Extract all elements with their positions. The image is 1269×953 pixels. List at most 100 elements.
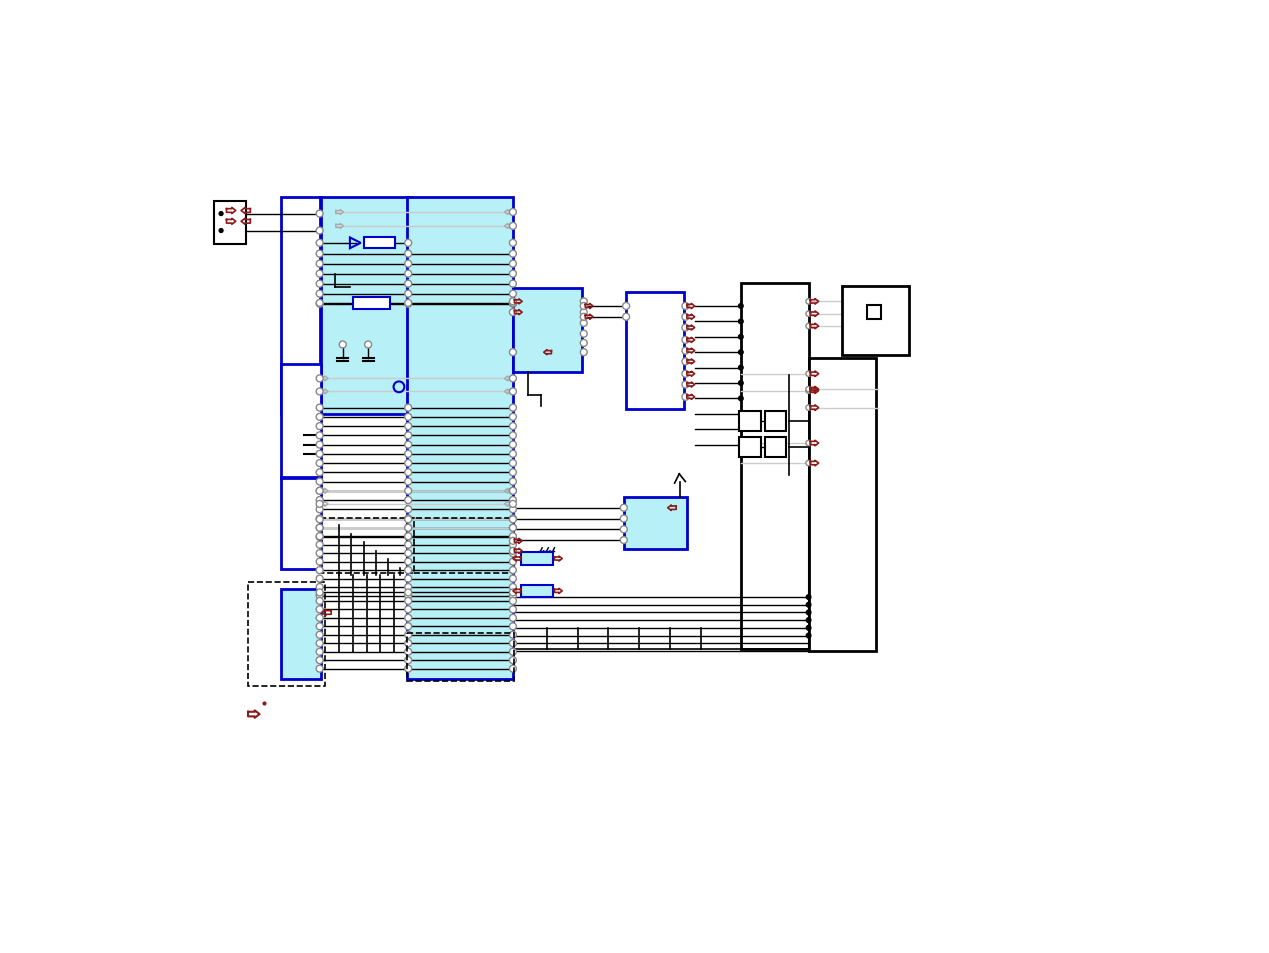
Circle shape [580,331,588,337]
Bar [740,412,761,432]
Circle shape [316,271,324,278]
Circle shape [405,301,411,308]
Circle shape [316,451,324,457]
Circle shape [621,516,627,522]
Circle shape [509,441,516,449]
Bar [247,582,325,686]
Circle shape [681,325,689,332]
Bar [406,518,514,574]
Circle shape [509,405,516,412]
Circle shape [316,640,324,647]
Circle shape [316,623,324,630]
Circle shape [405,291,411,298]
Circle shape [405,541,411,549]
Circle shape [316,414,324,421]
Circle shape [509,533,516,540]
Circle shape [316,598,324,605]
Circle shape [405,598,411,605]
Circle shape [509,300,516,307]
Circle shape [621,505,627,512]
Circle shape [316,632,324,639]
Circle shape [316,478,324,485]
Circle shape [509,301,516,308]
Circle shape [316,615,324,621]
Circle shape [405,441,411,449]
Circle shape [316,488,324,495]
Circle shape [405,623,411,630]
Circle shape [405,451,411,457]
Circle shape [806,372,811,377]
Circle shape [509,593,516,599]
Circle shape [509,414,516,421]
Circle shape [509,271,516,278]
Circle shape [739,428,744,432]
Circle shape [405,300,411,307]
Circle shape [405,533,411,540]
Circle shape [509,632,516,639]
Circle shape [806,634,811,639]
Circle shape [509,251,516,258]
Circle shape [405,506,411,513]
Circle shape [509,665,516,673]
Circle shape [405,550,411,558]
Circle shape [316,497,324,504]
Circle shape [509,558,516,565]
Circle shape [405,478,411,485]
Circle shape [509,451,516,457]
Circle shape [509,516,516,522]
Circle shape [316,506,324,513]
Circle shape [509,606,516,613]
Circle shape [806,312,811,317]
Circle shape [509,649,516,656]
Circle shape [806,387,811,393]
Circle shape [316,300,324,307]
Circle shape [509,506,516,513]
Circle shape [405,261,411,268]
Circle shape [509,567,516,574]
Circle shape [405,558,411,565]
Circle shape [405,405,411,412]
Circle shape [316,665,324,673]
Circle shape [316,567,324,574]
Circle shape [806,405,811,411]
Circle shape [405,433,411,439]
Circle shape [509,537,516,545]
Circle shape [509,389,516,395]
Circle shape [316,533,324,540]
Circle shape [509,657,516,664]
Circle shape [316,593,324,599]
Circle shape [739,412,744,416]
Circle shape [316,488,324,495]
Circle shape [806,626,811,631]
Circle shape [405,615,411,621]
Circle shape [509,460,516,467]
Circle shape [509,310,516,316]
Circle shape [509,298,516,306]
Circle shape [806,324,811,330]
Circle shape [509,497,516,504]
Circle shape [316,517,324,523]
Circle shape [405,240,411,247]
Circle shape [316,516,324,522]
Circle shape [405,657,411,664]
Circle shape [509,548,516,555]
Circle shape [806,389,811,394]
Circle shape [316,584,324,591]
Circle shape [316,251,324,258]
Circle shape [316,501,324,508]
Circle shape [509,423,516,430]
Circle shape [509,281,516,288]
Bar [624,497,687,550]
Circle shape [316,240,324,247]
Circle shape [580,320,588,327]
Circle shape [405,593,411,599]
Circle shape [316,228,324,234]
Bar [741,284,808,649]
Circle shape [220,213,223,216]
Circle shape [316,433,324,439]
Circle shape [739,351,744,355]
Bar [282,590,321,679]
Circle shape [509,598,516,605]
Circle shape [681,348,689,355]
Bar [320,197,410,415]
